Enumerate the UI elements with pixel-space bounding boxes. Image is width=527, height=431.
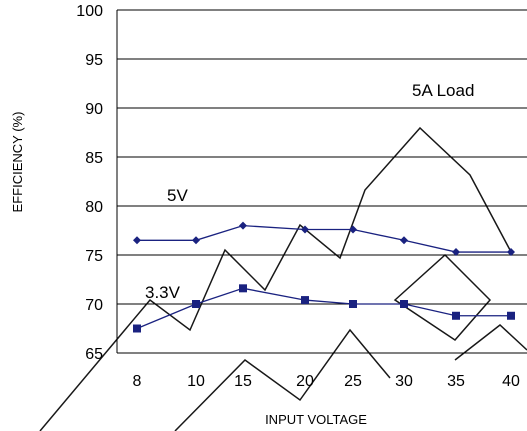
y-tick-label: 70 xyxy=(85,297,103,314)
y-tick-label: 95 xyxy=(85,52,103,69)
data-point xyxy=(192,300,200,308)
data-point xyxy=(239,221,247,230)
data-point xyxy=(349,225,357,234)
y-tick-labels: 65 70 75 80 85 90 95 100 xyxy=(76,3,103,363)
data-point xyxy=(301,225,309,234)
data-point xyxy=(192,236,200,245)
data-point xyxy=(133,324,141,333)
data-point xyxy=(507,248,515,257)
annotation-load: 5A Load xyxy=(412,81,474,100)
series-line xyxy=(136,287,511,330)
x-tick-label: 8 xyxy=(133,373,142,390)
series-label-5v: 5V xyxy=(167,186,188,205)
data-point xyxy=(452,311,460,320)
x-tick-label: 10 xyxy=(187,373,205,390)
y-tick-label: 80 xyxy=(85,199,103,216)
data-point xyxy=(349,300,357,308)
x-tick-label: 15 xyxy=(234,373,252,390)
y-axis-title: EFFICIENCY (%) xyxy=(10,112,25,213)
x-tick-label: 20 xyxy=(296,373,314,390)
data-point xyxy=(452,248,460,257)
y-tick-label: 100 xyxy=(76,3,103,20)
series-layer xyxy=(133,221,515,333)
y-tick-label: 65 xyxy=(85,346,103,363)
x-tick-label: 30 xyxy=(395,373,413,390)
data-point xyxy=(507,311,515,320)
data-point xyxy=(239,284,247,293)
x-tick-label: 25 xyxy=(344,373,362,390)
x-tick-label: 40 xyxy=(502,373,520,390)
y-tick-label: 75 xyxy=(85,248,103,265)
x-tick-labels: 8 10 15 20 25 30 35 40 xyxy=(133,373,520,390)
x-axis-title: INPUT VOLTAGE xyxy=(265,412,367,427)
data-point xyxy=(133,236,141,245)
x-tick-label: 35 xyxy=(447,373,465,390)
series-label-3v3: 3.3V xyxy=(145,283,181,302)
series-5v xyxy=(133,221,515,257)
data-point xyxy=(301,296,309,305)
data-point xyxy=(400,236,408,245)
series-line xyxy=(137,224,511,253)
y-tick-label: 85 xyxy=(85,150,103,167)
data-point xyxy=(400,300,408,308)
watermark xyxy=(39,126,527,431)
series-3v3 xyxy=(133,284,515,333)
plot-area: 65 70 75 80 85 90 95 100 8 10 15 20 25 30 35 40 xyxy=(76,3,527,390)
grid-lines xyxy=(117,9,527,305)
y-tick-label: 90 xyxy=(85,101,103,118)
